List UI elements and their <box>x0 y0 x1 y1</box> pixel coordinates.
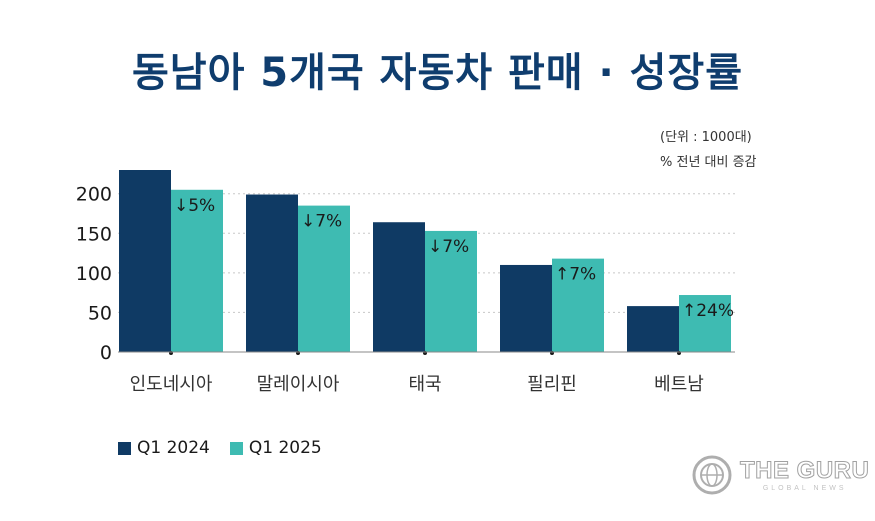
bar-q1-2025 <box>425 230 477 352</box>
change-data-label: ↓7% <box>301 212 342 232</box>
change-data-label: ↓5% <box>174 196 215 216</box>
watermark-name: THE GURU <box>739 456 870 484</box>
legend-item-q1-2025: Q1 2025 <box>229 438 322 458</box>
legend-swatch-q1-2024 <box>118 441 131 455</box>
bar-q1-2025 <box>552 258 604 352</box>
change-data-label: ↓7% <box>428 237 469 257</box>
x-category-label: 태국 <box>408 374 441 395</box>
legend-item-q1-2024: Q1 2024 <box>118 438 210 458</box>
bar-q1-2024 <box>627 306 679 352</box>
change-note: % 전년 대비 증감 <box>660 155 757 170</box>
legend-label-q1-2024: Q1 2024 <box>137 438 210 458</box>
y-tick-label: 50 <box>88 302 112 324</box>
bar-q1-2024 <box>119 170 171 352</box>
legend-label-q1-2025: Q1 2025 <box>248 438 322 458</box>
page-title: 동남아 5개국 자동차 판매 · 성장률 <box>131 50 744 96</box>
x-category-label: 필리핀 <box>527 374 577 395</box>
legend-swatch-q1-2025 <box>229 441 243 455</box>
change-data-label: ↑7% <box>555 265 596 285</box>
watermark-logo: THE GURU GLOBAL NEWS <box>692 455 869 495</box>
legend: Q1 2024 Q1 2025 <box>118 438 342 458</box>
y-tick-label: 150 <box>76 223 112 245</box>
y-tick-label: 200 <box>76 184 112 206</box>
watermark-subtitle: GLOBAL NEWS <box>762 484 847 492</box>
x-category-label: 베트남 <box>654 374 704 395</box>
unit-note: (단위 : 1000대) <box>660 130 752 145</box>
bar-q1-2025 <box>298 205 350 352</box>
bar-q1-2025 <box>679 295 731 352</box>
y-tick-label: 0 <box>100 342 112 364</box>
change-data-label: ↑24% <box>682 301 734 321</box>
x-category-label: 말레이시아 <box>257 374 340 395</box>
bar-q1-2024 <box>500 264 552 352</box>
bar-q1-2024 <box>373 222 425 352</box>
x-category-label: 인도네시아 <box>130 374 213 395</box>
globe-icon <box>692 455 732 495</box>
bar-q1-2025 <box>171 189 223 352</box>
y-tick-label: 100 <box>76 263 112 285</box>
bar-q1-2024 <box>246 194 298 352</box>
